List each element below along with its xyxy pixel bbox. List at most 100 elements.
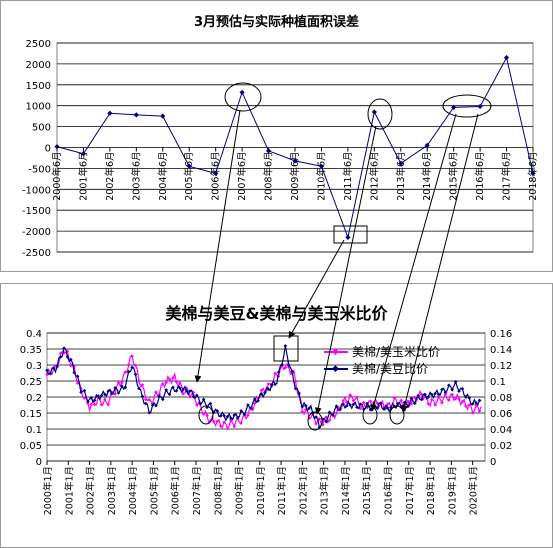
x-tick-label-bottom: 2015年1月 (361, 466, 373, 515)
data-point-corn (106, 402, 111, 407)
data-point-soy (120, 384, 124, 388)
data-point-top (133, 112, 139, 118)
annotation-ellipse-2015 (442, 94, 492, 118)
data-point-top (371, 109, 377, 115)
data-point-corn (218, 424, 223, 428)
data-point-corn (406, 399, 410, 403)
x-tick-label-top: 2012年6月 (368, 152, 380, 201)
data-point-corn (334, 411, 339, 415)
y-left-tick-label: 0 (36, 457, 42, 468)
data-point-top (503, 55, 510, 61)
data-point-soy (160, 397, 165, 402)
x-tick-label-top: 2005年6月 (183, 152, 195, 201)
y-left-tick-label: 0.4 (26, 329, 42, 340)
x-tick-label-bottom: 2008年1月 (212, 466, 224, 515)
data-point-corn (426, 402, 431, 406)
data-point-top (398, 160, 404, 166)
data-point-soy (453, 380, 458, 384)
y-right-tick-label: 0.02 (490, 441, 512, 452)
x-tick-label-top: 2016年6月 (474, 152, 486, 201)
data-point-corn (181, 391, 186, 396)
data-point-soy (116, 391, 121, 395)
data-point-soy (344, 404, 349, 408)
data-point-soy (106, 389, 111, 393)
y-left-tick-label: 0.05 (20, 441, 42, 452)
data-point-soy (416, 393, 420, 398)
data-point-top (530, 170, 536, 177)
data-point-corn (184, 386, 189, 391)
data-point-corn (321, 422, 325, 427)
arrow-2007 (194, 109, 241, 383)
data-point-soy (457, 389, 461, 393)
data-point-soy (249, 406, 254, 410)
x-tick-label-bottom: 2019年1月 (446, 466, 458, 515)
data-point-top (160, 113, 166, 119)
y-left-tick-label: 0.2 (26, 393, 42, 404)
data-point-soy (464, 395, 468, 399)
data-point-soy (331, 413, 335, 418)
data-point-soy (273, 382, 277, 387)
x-tick-label-top: 2004年6月 (157, 152, 169, 201)
data-point-corn (201, 412, 206, 416)
y-tick-label-top: 0 (45, 144, 51, 155)
data-point-soy (113, 386, 117, 390)
legend-item-corn: ◆ 美棉/美玉米比价 (324, 343, 440, 360)
data-point-corn (477, 409, 482, 413)
data-point-corn (147, 397, 151, 402)
y-right-tick-label: 0.14 (490, 345, 512, 356)
data-point-soy (338, 407, 342, 412)
annotation-ellipse-2007 (224, 82, 262, 112)
y-tick-label-top: 2500 (26, 39, 51, 50)
data-point-soy (143, 401, 148, 406)
data-point-corn (239, 421, 243, 426)
x-tick-label-bottom: 2011年1月 (276, 466, 288, 515)
data-point-corn (457, 397, 461, 401)
data-point-soy (385, 406, 390, 410)
arrow-2016 (401, 113, 479, 413)
x-tick-label-top: 2003年6月 (130, 152, 142, 201)
annotation-ellipse-2015-bottom (362, 405, 378, 425)
data-point-soy (460, 387, 465, 391)
data-point-corn (113, 392, 117, 396)
x-tick-label-bottom: 2007年1月 (191, 466, 203, 515)
data-point-soy (355, 405, 359, 409)
legend-label-soy: 美棉/美豆比价 (352, 362, 429, 376)
data-point-soy (467, 396, 472, 400)
x-tick-label-bottom: 2020年1月 (468, 466, 480, 515)
data-point-corn (232, 424, 237, 429)
data-point-corn (123, 370, 128, 374)
x-tick-label-bottom: 2014年1月 (340, 466, 352, 515)
x-tick-label-top: 2007年6月 (236, 152, 248, 201)
data-point-soy (334, 404, 339, 408)
data-point-corn (317, 417, 322, 421)
data-point-soy (443, 390, 448, 395)
data-point-corn (160, 382, 165, 386)
data-point-top (477, 103, 483, 110)
legend-swatch-soy: ◆ (324, 364, 348, 373)
data-point-soy (242, 412, 247, 417)
y-right-tick-label: 0.12 (490, 361, 512, 372)
y-tick-label-top: 1000 (26, 102, 51, 113)
data-point-corn (82, 396, 87, 400)
data-point-soy (69, 357, 73, 362)
data-point-corn (205, 413, 209, 418)
data-point-soy (314, 415, 318, 419)
data-point-corn (89, 402, 94, 407)
data-point-soy (321, 417, 325, 421)
x-tick-label-bottom: 2005年1月 (148, 466, 160, 515)
data-point-corn (273, 371, 277, 376)
data-point-corn (470, 410, 475, 415)
data-point-top (54, 144, 60, 150)
data-point-soy (201, 397, 206, 402)
annotation-box-2011 (333, 225, 368, 244)
y-left-tick-label: 0.15 (20, 409, 42, 420)
data-point-top (292, 158, 298, 164)
data-point-corn (259, 388, 264, 393)
x-tick-label-bottom: 2017年1月 (404, 466, 416, 515)
data-point-corn (103, 397, 107, 401)
data-point-soy (164, 388, 168, 392)
data-point-soy (409, 396, 414, 401)
data-point-soy (45, 368, 49, 373)
data-point-soy (191, 394, 196, 399)
data-point-corn (429, 397, 434, 402)
